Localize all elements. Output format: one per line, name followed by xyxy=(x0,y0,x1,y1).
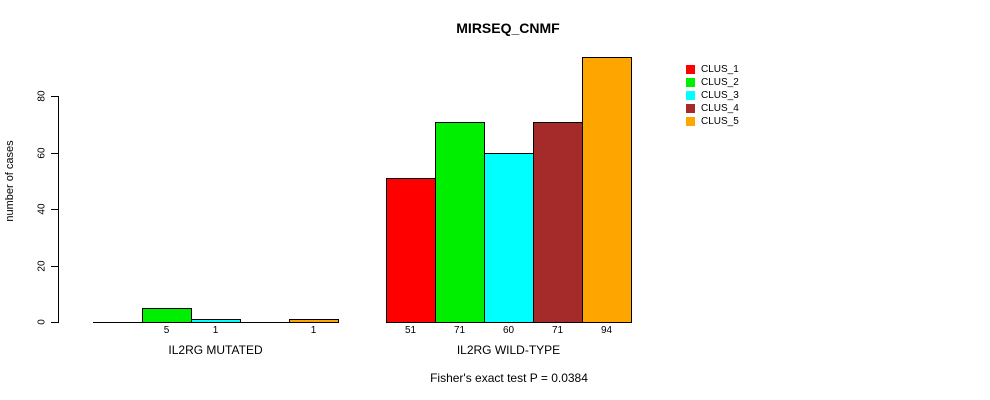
y-axis-tick xyxy=(51,96,58,97)
y-tick-label: 40 xyxy=(36,203,48,215)
legend-swatch-CLUS_4 xyxy=(686,104,695,113)
category-label: IL2RG WILD-TYPE xyxy=(456,343,561,357)
y-tick-label: 0 xyxy=(36,319,48,325)
bar-CLUS_3 xyxy=(484,153,534,323)
bar-value-label: 1 xyxy=(310,325,317,336)
y-axis-title: number of cases xyxy=(4,140,16,222)
category-label: IL2RG MUTATED xyxy=(168,343,263,357)
y-axis-line xyxy=(58,96,59,323)
y-tick-label: 80 xyxy=(36,90,48,102)
bar-CLUS_5 xyxy=(289,319,339,323)
legend-label: CLUS_2 xyxy=(701,77,739,88)
bar-value-label: 71 xyxy=(453,325,466,336)
bar-CLUS_5 xyxy=(582,57,632,323)
y-tick-label: 60 xyxy=(36,147,48,159)
y-axis-tick xyxy=(51,322,58,323)
legend-row-CLUS_5: CLUS_5 xyxy=(686,115,739,128)
legend-label: CLUS_3 xyxy=(701,90,739,101)
bar-CLUS_3 xyxy=(191,319,241,323)
legend-label: CLUS_4 xyxy=(701,103,739,114)
bar-value-label: 71 xyxy=(551,325,564,336)
legend-row-CLUS_4: CLUS_4 xyxy=(686,102,739,115)
legend-swatch-CLUS_5 xyxy=(686,117,695,126)
y-axis-tick xyxy=(51,209,58,210)
bar-value-label: 5 xyxy=(163,325,170,336)
legend-row-CLUS_3: CLUS_3 xyxy=(686,89,739,102)
bar-CLUS_4 xyxy=(533,122,583,323)
y-axis-tick xyxy=(51,266,58,267)
bar-value-label: 94 xyxy=(600,325,613,336)
legend-label: CLUS_1 xyxy=(701,64,739,75)
legend-swatch-CLUS_3 xyxy=(686,91,695,100)
bar-value-label: 1 xyxy=(212,325,219,336)
fisher-test-caption: Fisher's exact test P = 0.0384 xyxy=(430,371,588,385)
legend-row-CLUS_2: CLUS_2 xyxy=(686,76,739,89)
legend-swatch-CLUS_1 xyxy=(686,65,695,74)
legend-row-CLUS_1: CLUS_1 xyxy=(686,63,739,76)
chart-title: MIRSEQ_CNMF xyxy=(456,20,560,36)
y-tick-label: 20 xyxy=(36,260,48,272)
y-axis-tick xyxy=(51,153,58,154)
bar-CLUS_1 xyxy=(386,178,436,323)
bar-value-label: 51 xyxy=(404,325,417,336)
bar-CLUS_2 xyxy=(435,122,485,323)
legend-swatch-CLUS_2 xyxy=(686,78,695,87)
bar-CLUS_2 xyxy=(142,308,192,323)
bar-value-label: 60 xyxy=(502,325,515,336)
legend: CLUS_1 CLUS_2 CLUS_3 CLUS_4 CLUS_5 xyxy=(686,63,739,128)
legend-label: CLUS_5 xyxy=(701,116,739,127)
